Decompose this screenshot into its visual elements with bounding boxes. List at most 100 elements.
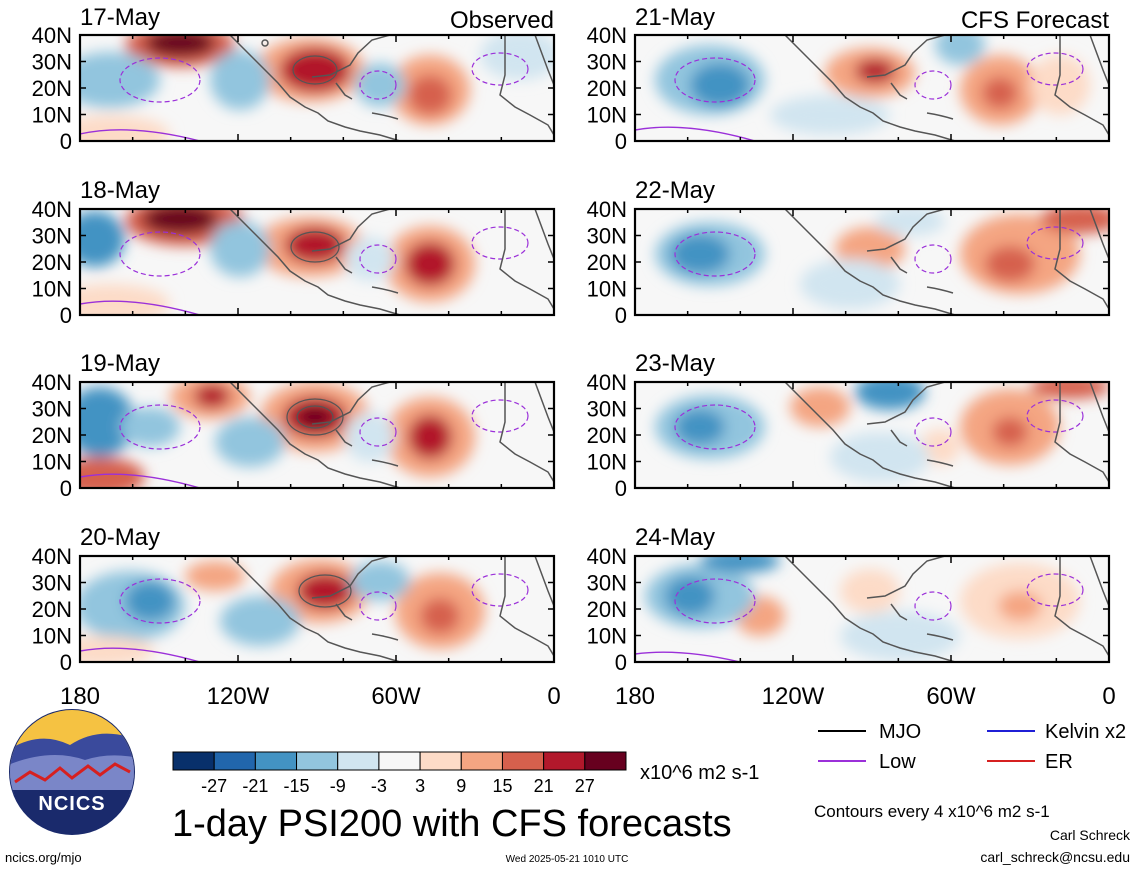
colorbar-bin bbox=[543, 751, 586, 771]
latitude-label: 10N bbox=[587, 624, 627, 649]
latitude-label: 30N bbox=[587, 224, 627, 249]
coastlines bbox=[784, 556, 1109, 662]
colorbar-bin bbox=[501, 751, 545, 771]
colorbar-label: 27 bbox=[575, 776, 595, 796]
streamfunction-field bbox=[80, 35, 554, 141]
latitude-label: 20N bbox=[587, 250, 627, 275]
contours bbox=[80, 398, 529, 488]
observed-label: Observed bbox=[450, 7, 554, 34]
coastlines bbox=[229, 556, 554, 662]
forecast-panel-2: 22-May bbox=[635, 177, 1109, 315]
latitude-label: 40N bbox=[32, 197, 72, 222]
longitude-label: 0 bbox=[1102, 683, 1115, 710]
latitude-label: 10N bbox=[32, 277, 72, 302]
latitude-label: 0 bbox=[60, 129, 72, 154]
figure-title: 1-day PSI200 with CFS forecasts bbox=[172, 803, 732, 845]
forecast-panel-1: 21-May bbox=[635, 4, 1109, 141]
latitude-label: 40N bbox=[587, 197, 627, 222]
latitude-label: 30N bbox=[587, 571, 627, 596]
latitude-label: 40N bbox=[587, 544, 627, 569]
forecast-panel-3: 23-May bbox=[635, 350, 1109, 488]
streamfunction-field bbox=[80, 556, 554, 662]
streamfunction-field bbox=[80, 382, 554, 488]
cfs-forecast-label: CFS Forecast bbox=[961, 7, 1109, 34]
panel-date: 24-May bbox=[635, 524, 715, 551]
colorbar-label: -9 bbox=[330, 776, 346, 796]
legend-mjo-label: MJO bbox=[879, 721, 921, 743]
streamfunction-field bbox=[635, 209, 1109, 315]
latitude-label: 30N bbox=[32, 224, 72, 249]
latitude-label: 0 bbox=[60, 476, 72, 501]
colorbar-bin bbox=[460, 751, 503, 771]
observed-panel-4: 20-May bbox=[80, 524, 554, 662]
panel-date: 19-May bbox=[80, 350, 160, 377]
latitude-label: 0 bbox=[615, 303, 627, 328]
latitude-label: 40N bbox=[32, 544, 72, 569]
colorbar-bin bbox=[296, 751, 339, 771]
latitude-label: 0 bbox=[615, 476, 627, 501]
coastlines bbox=[784, 382, 1109, 488]
colorbar-bin bbox=[172, 751, 215, 771]
coastlines bbox=[784, 209, 1109, 315]
observed-panel-2: 18-May bbox=[80, 177, 554, 315]
colorbar-units: x10^6 m2 s-1 bbox=[640, 762, 759, 784]
latitude-label: 0 bbox=[615, 129, 627, 154]
colorbar-label: 9 bbox=[456, 776, 466, 796]
latitude-label: 20N bbox=[32, 76, 72, 101]
colorbar-label: 3 bbox=[415, 776, 425, 796]
contours bbox=[674, 226, 1084, 277]
streamfunction-field bbox=[635, 382, 1109, 488]
latitude-label: 0 bbox=[60, 650, 72, 675]
latitude-label: 20N bbox=[587, 423, 627, 448]
colorbar-label: 15 bbox=[492, 776, 512, 796]
legend-mjo: MJO bbox=[818, 721, 921, 743]
latitude-label: 20N bbox=[587, 597, 627, 622]
panel-date: 18-May bbox=[80, 177, 160, 204]
timestamp: Wed 2025-05-21 1010 UTC bbox=[506, 854, 629, 865]
longitude-label: 60W bbox=[371, 683, 421, 710]
colorbar-bin bbox=[213, 751, 256, 771]
latitude-label: 10N bbox=[32, 624, 72, 649]
colorbar-bin bbox=[254, 751, 298, 771]
colorbar-label: -3 bbox=[371, 776, 387, 796]
latitude-label: 10N bbox=[32, 450, 72, 475]
legend-low-label: Low bbox=[879, 751, 916, 773]
latitude-label: 40N bbox=[587, 23, 627, 48]
latitude-label: 20N bbox=[32, 250, 72, 275]
contours bbox=[674, 399, 1084, 450]
colorbar-label: -21 bbox=[242, 776, 268, 796]
longitude-label: 180 bbox=[615, 683, 655, 710]
colorbar-label: -27 bbox=[201, 776, 227, 796]
colorbar-bin bbox=[419, 751, 462, 771]
latitude-label: 10N bbox=[587, 103, 627, 128]
contours bbox=[80, 226, 529, 315]
latitude-label: 20N bbox=[32, 597, 72, 622]
coastlines bbox=[229, 35, 554, 141]
colorbar: -27 -21 -15 -9 -3 3 9 15 21 27 bbox=[172, 751, 627, 796]
author-name: Carl Schreck bbox=[1050, 827, 1131, 843]
latitude-label: 30N bbox=[32, 571, 72, 596]
streamfunction-field bbox=[635, 35, 1109, 141]
latitude-label: 30N bbox=[587, 397, 627, 422]
longitude-label: 120W bbox=[762, 683, 825, 710]
logo-text: NCICS bbox=[38, 793, 105, 815]
colorbar-label: -15 bbox=[284, 776, 310, 796]
latitude-label: 40N bbox=[32, 370, 72, 395]
coastlines bbox=[229, 209, 554, 315]
legend-low: Low bbox=[818, 751, 916, 773]
contours bbox=[80, 573, 529, 662]
colorbar-bin bbox=[337, 751, 380, 771]
forecast-panel-4: 24-May bbox=[635, 524, 1109, 662]
panel-date: 20-May bbox=[80, 524, 160, 551]
observed-panel-1: 17-May bbox=[80, 4, 554, 141]
latitude-label: 40N bbox=[587, 370, 627, 395]
longitude-label: 60W bbox=[926, 683, 976, 710]
latitude-label: 10N bbox=[32, 103, 72, 128]
panel-date: 22-May bbox=[635, 177, 715, 204]
latitude-label: 30N bbox=[587, 50, 627, 75]
source-url: ncics.org/mjo bbox=[5, 850, 82, 865]
contours bbox=[635, 573, 1084, 662]
streamfunction-field bbox=[635, 556, 1109, 662]
panel-date: 21-May bbox=[635, 4, 715, 31]
colorbar-bin bbox=[378, 751, 421, 771]
